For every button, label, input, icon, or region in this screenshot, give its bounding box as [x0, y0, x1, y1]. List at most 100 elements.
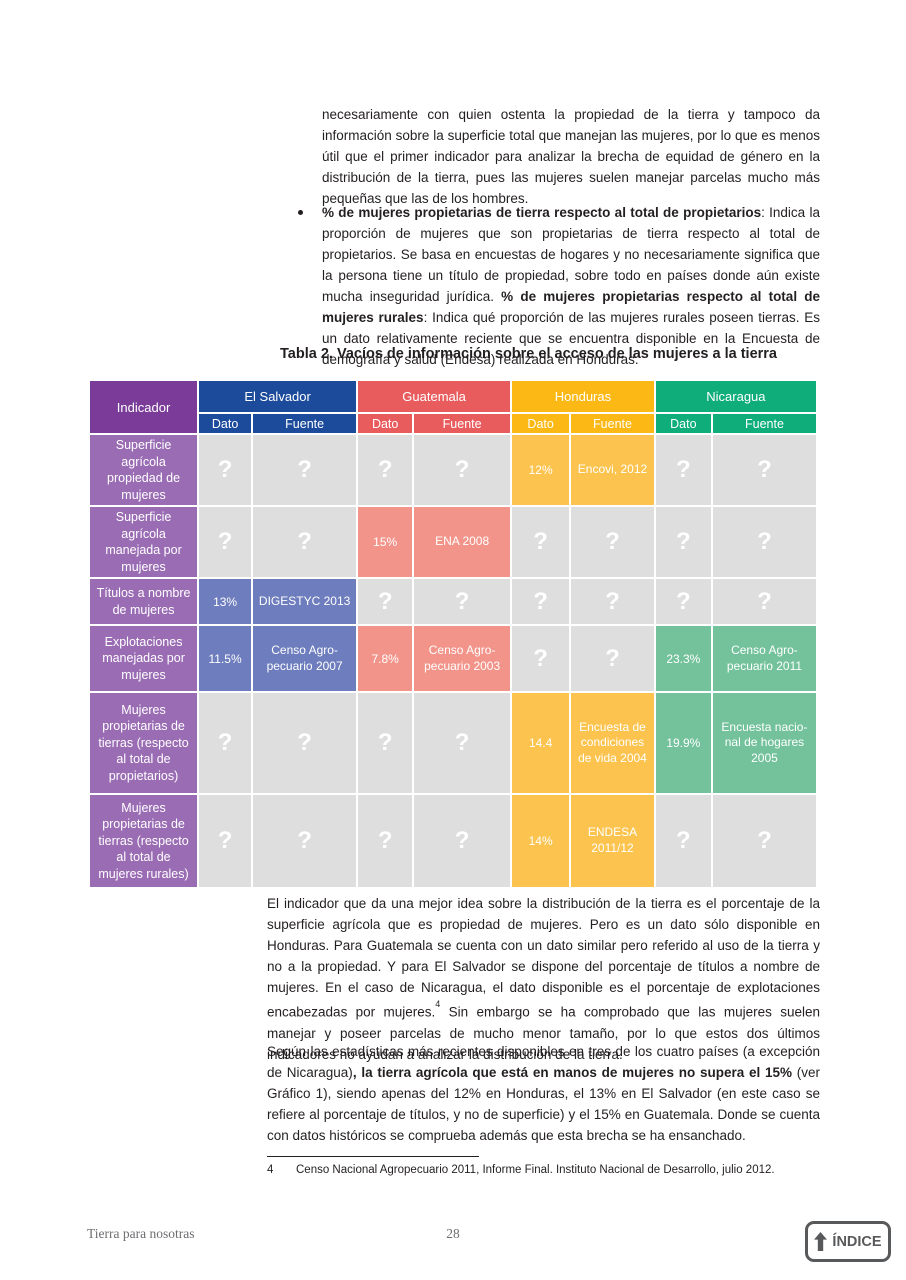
subheader-dato: Dato [356, 412, 415, 435]
footnote-divider [267, 1156, 479, 1157]
country-header-nicaragua: Nicaragua [653, 379, 819, 414]
fuente-cell: Encovi, 2012 [569, 433, 656, 507]
missing-data-cell: ? [510, 577, 572, 626]
fuente-cell: Encuesta de condiciones de vida 2004 [569, 691, 656, 795]
indicator-label: Superficie agrícola manejada por mujeres [87, 505, 200, 579]
subheader-fuente: Fuente [251, 412, 359, 435]
dato-cell: 15% [356, 505, 415, 579]
bullet-marker-icon [298, 210, 303, 215]
data-table: Indicador El Salvador Guatemala Honduras… [87, 379, 819, 889]
footer-book-title: Tierra para nosotras [87, 1226, 195, 1241]
bullet-text-1: : Indica la proporción de mujeres que so… [322, 205, 820, 304]
dato-cell: 14% [510, 793, 572, 889]
missing-data-cell: ? [653, 433, 713, 507]
missing-data-cell: ? [356, 433, 415, 507]
paragraph-distribution-text-after: Sin embargo se ha comprobado que las muj… [267, 1004, 820, 1062]
footnote-reference: 4 [435, 999, 441, 1009]
paragraph-statistics-bold: , la tierra agrícola que está en manos d… [352, 1065, 792, 1080]
dato-cell: 12% [510, 433, 572, 507]
country-header-honduras: Honduras [510, 379, 656, 414]
missing-data-cell: ? [356, 577, 415, 626]
missing-data-cell: ? [710, 505, 819, 579]
intro-paragraph: necesariamente con quien ostenta la prop… [322, 107, 820, 206]
country-header-row: Indicador El Salvador Guatemala Honduras… [87, 379, 819, 435]
paragraph-distribution: El indicador que da una mejor idea sobre… [267, 893, 820, 1065]
fuente-cell: ENA 2008 [412, 505, 513, 579]
fuente-cell: Censo Agro­pecuario 2003 [412, 624, 513, 693]
dato-cell: 13% [197, 577, 254, 626]
bullet-bold-term-2: % de mujeres propietarias respecto al to… [322, 289, 820, 325]
missing-data-cell: ? [251, 793, 359, 889]
missing-data-cell: ? [251, 433, 359, 507]
dato-cell: 19.9% [653, 691, 713, 795]
subheader-fuente: Fuente [710, 412, 819, 435]
missing-data-cell: ? [412, 691, 513, 795]
missing-data-cell: ? [412, 793, 513, 889]
fuente-cell: ENDESA 2011/12 [569, 793, 656, 889]
missing-data-cell: ? [569, 505, 656, 579]
table-rows: Superficie agrícola propiedad de mujeres… [87, 433, 819, 889]
bullet-text: % de mujeres propietarias de tierra resp… [322, 202, 820, 370]
bullet-text-2: : Indica qué proporción de las mujeres r… [322, 310, 820, 367]
table-row: Superficie agrícola propiedad de mujeres… [87, 433, 819, 507]
missing-data-cell: ? [710, 433, 819, 507]
indice-button-label: ÍNDICE [832, 1233, 882, 1250]
missing-data-cell: ? [569, 577, 656, 626]
footnote-number: 4 [267, 1164, 274, 1176]
dato-cell: 11.5% [197, 624, 254, 693]
up-arrow-icon [814, 1232, 828, 1251]
footnote-text: Censo Nacional Agropecuario 2011, Inform… [296, 1164, 775, 1176]
fuente-cell: DIGESTYC 2013 [251, 577, 359, 626]
missing-data-cell: ? [569, 624, 656, 693]
missing-data-cell: ? [510, 624, 572, 693]
dato-cell: 14.4 [510, 691, 572, 795]
indicator-label: Títulos a nombre de mujeres [87, 577, 200, 626]
paragraph-statistics-text: Según las estadísticas más recientes dis… [267, 1044, 820, 1080]
fuente-cell: Censo Agro­pecuario 2011 [710, 624, 819, 693]
missing-data-cell: ? [356, 793, 415, 889]
missing-data-cell: ? [412, 433, 513, 507]
missing-data-cell: ? [510, 505, 572, 579]
fuente-cell: Censo Agro­pecuario 2007 [251, 624, 359, 693]
fuente-cell: Encuesta nacio­nal de hogares 2005 [710, 691, 819, 795]
paragraph-statistics-text-after: (ver Gráfico 1), siendo apenas del 12% e… [267, 1065, 821, 1143]
table-row: Títulos a nombre de mujeres 13% DIGESTYC 2… [87, 577, 819, 626]
missing-data-cell: ? [197, 505, 254, 579]
dato-cell: 23.3% [653, 624, 713, 693]
subheader-dato: Dato [510, 412, 572, 435]
subheader-fuente: Fuente [412, 412, 513, 435]
missing-data-cell: ? [197, 433, 254, 507]
country-header-guatemala: Guatemala [356, 379, 513, 414]
missing-data-cell: ? [653, 505, 713, 579]
paragraph-distribution-text: El indicador que da una mejor idea sobre… [267, 896, 820, 1020]
missing-data-cell: ? [197, 691, 254, 795]
subheader-dato: Dato [197, 412, 254, 435]
missing-data-cell: ? [412, 577, 513, 626]
page-number: 28 [446, 1226, 460, 1241]
subheader-row: Dato Fuente Dato Fuente Dato Fuente Dato… [89, 412, 819, 435]
indicator-label: Explotaciones manejadas por mujeres [87, 624, 200, 693]
table-title: Tabla 2. Vacíos de información sobre el … [280, 346, 777, 362]
footnote: 4 Censo Nacional Agropecuario 2011, Infor… [267, 1162, 820, 1178]
missing-data-cell: ? [356, 691, 415, 795]
indice-button[interactable]: ÍNDICE [805, 1221, 891, 1262]
missing-data-cell: ? [251, 691, 359, 795]
missing-data-cell: ? [653, 577, 713, 626]
table-row: Superficie agrícola manejada por mujeres… [87, 505, 819, 579]
paragraph-statistics: Según las estadísticas más recientes dis… [267, 1041, 820, 1146]
subheader-dato: Dato [653, 412, 713, 435]
indicator-label: Superficie agrícola propiedad de mujeres [87, 433, 200, 507]
missing-data-cell: ? [251, 505, 359, 579]
dato-cell: 7.8% [356, 624, 415, 693]
table-row: Explotaciones manejadas por mujeres 11.5%… [87, 624, 819, 693]
country-header-el-salvador: El Salvador [197, 379, 359, 414]
table-row: Mujeres propietarias de tierras (respect… [87, 691, 819, 795]
indicator-label: Mujeres propietarias de tierras (respect… [87, 793, 200, 889]
indicator-label: Mujeres propietarias de tierras (respect… [87, 691, 200, 795]
missing-data-cell: ? [710, 577, 819, 626]
missing-data-cell: ? [197, 793, 254, 889]
table-row: Mujeres propietarias de tierras (respect… [87, 793, 819, 889]
bullet-bold-term-1: % de mujeres propietarias de tierra resp… [322, 205, 762, 220]
bullet-item: % de mujeres propietarias de tierra resp… [296, 202, 820, 370]
